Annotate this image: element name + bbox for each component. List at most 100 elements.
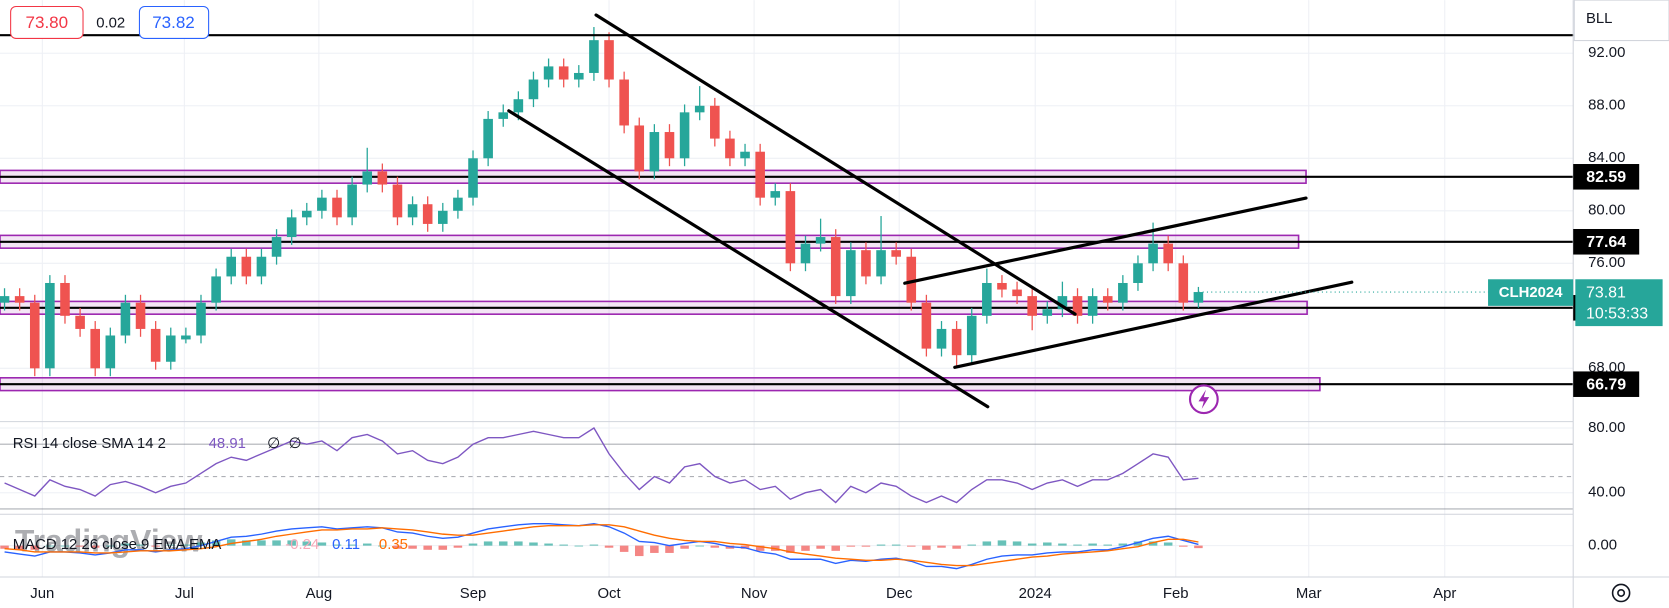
macd-histogram-bar <box>272 540 281 546</box>
candle-body <box>770 191 781 198</box>
macd-histogram-bar <box>453 545 463 548</box>
macd-histogram-bar <box>604 545 614 548</box>
menu-box[interactable] <box>1573 0 1669 42</box>
candle-body <box>966 315 977 356</box>
candle-body <box>740 151 750 159</box>
macd-histogram-bar <box>438 545 448 550</box>
macd-histogram-bar <box>257 540 266 546</box>
macd-histogram-bar <box>317 542 327 546</box>
candle-body <box>830 237 841 297</box>
macd-histogram-bar <box>242 540 251 546</box>
macd-histogram-bar <box>710 545 720 548</box>
candle-body <box>1133 263 1143 283</box>
macd-histogram-bar <box>891 544 901 546</box>
macd-histogram-bar <box>1058 543 1067 546</box>
candle-body <box>1102 296 1113 303</box>
macd-histogram-bar <box>650 545 659 553</box>
trend-line <box>507 109 990 409</box>
macd-histogram-bar <box>529 542 538 546</box>
macd-histogram-bar <box>1148 541 1158 546</box>
candle-body <box>1193 292 1204 303</box>
candle-body <box>921 302 932 349</box>
drawings <box>0 13 1575 415</box>
candle-body <box>60 282 70 316</box>
macd-histogram-bar <box>876 544 886 546</box>
signal-value: 0.35 <box>379 537 408 553</box>
macd-histogram-bar <box>1194 545 1203 549</box>
macd-histogram-bar <box>544 543 553 546</box>
signal-line <box>4 524 1199 567</box>
candle-body <box>347 184 357 218</box>
macd-histogram-bar <box>559 544 568 546</box>
bid-box[interactable] <box>10 5 84 39</box>
candle-body <box>1042 309 1053 316</box>
candle-body <box>710 105 720 139</box>
macd-histogram-bar <box>378 545 387 547</box>
x-tick-label: Sep <box>460 586 487 602</box>
candle-body <box>906 256 917 303</box>
macd-histogram-bar <box>468 543 478 546</box>
symbol-box <box>1488 279 1574 306</box>
rsi-na: ∅ <box>267 436 280 452</box>
grid <box>0 0 1574 578</box>
macd-histogram-bar <box>816 545 825 549</box>
y-tick-label: 80.00 <box>1588 203 1625 219</box>
macd-histogram-bar <box>211 540 221 546</box>
y-tick-label: 84.00 <box>1588 150 1625 166</box>
x-tick-label: Oct <box>597 586 621 602</box>
candle-body <box>301 210 312 218</box>
macd-histogram-bar <box>302 541 312 546</box>
candle-body <box>543 66 554 80</box>
macd-histogram-bar <box>1043 542 1052 546</box>
y-tick-label: 88.00 <box>1588 98 1625 114</box>
candle-body <box>558 66 569 80</box>
level-label: 77.64 <box>1586 234 1626 251</box>
macd-histogram-bar <box>226 539 236 546</box>
candle-body <box>589 40 599 73</box>
settings-button[interactable] <box>1611 583 1631 603</box>
x-tick-label: Mar <box>1296 586 1322 602</box>
candle-body <box>1027 296 1037 316</box>
candle-body <box>936 328 947 349</box>
settings-icon-core <box>1617 588 1626 597</box>
candle-body <box>483 118 493 159</box>
macd-histogram-bar <box>393 545 402 549</box>
macd-histogram-bar <box>831 545 840 551</box>
x-tick-label: Apr <box>1433 586 1456 602</box>
candle-body <box>135 302 146 329</box>
macd-histogram-bar <box>196 542 206 546</box>
candle-body <box>891 250 901 257</box>
symbol-label: CLH2024 <box>1499 285 1563 301</box>
candle-body <box>181 335 191 340</box>
trend-line <box>903 196 1308 285</box>
candle-body <box>317 197 327 211</box>
candle-body <box>14 296 25 303</box>
candle-body <box>1148 243 1158 264</box>
macd-histogram-bar <box>166 544 176 546</box>
candle-body <box>196 302 206 336</box>
x-tick-label: Aug <box>306 586 332 602</box>
macd-histogram-bar <box>574 545 584 547</box>
candle-body <box>1163 243 1173 264</box>
candle-body <box>438 210 448 224</box>
candle-body <box>574 72 584 80</box>
macd-histogram-bar <box>1012 541 1022 546</box>
macd-histogram-bar <box>60 545 70 547</box>
candle-body <box>997 282 1007 290</box>
candle-body <box>951 328 962 356</box>
macd-legend: MACD 12 26 close 9 EMA EMA <box>13 537 222 553</box>
alert-bolt <box>1198 389 1210 409</box>
candle-body <box>876 250 886 277</box>
macd-histogram-bar <box>1179 545 1188 547</box>
candle-body <box>846 250 856 297</box>
ask-box[interactable] <box>138 5 210 39</box>
candle-body <box>679 112 690 159</box>
x-tick-label: Nov <box>741 586 768 602</box>
macd-histogram-bar <box>801 545 810 551</box>
macd-value: 0.11 <box>332 537 360 553</box>
macd-histogram-bar <box>514 541 523 546</box>
macd-histogram-bar <box>922 545 931 550</box>
macd-histogram-bar <box>589 544 599 546</box>
macd-histogram-bar <box>136 544 145 546</box>
